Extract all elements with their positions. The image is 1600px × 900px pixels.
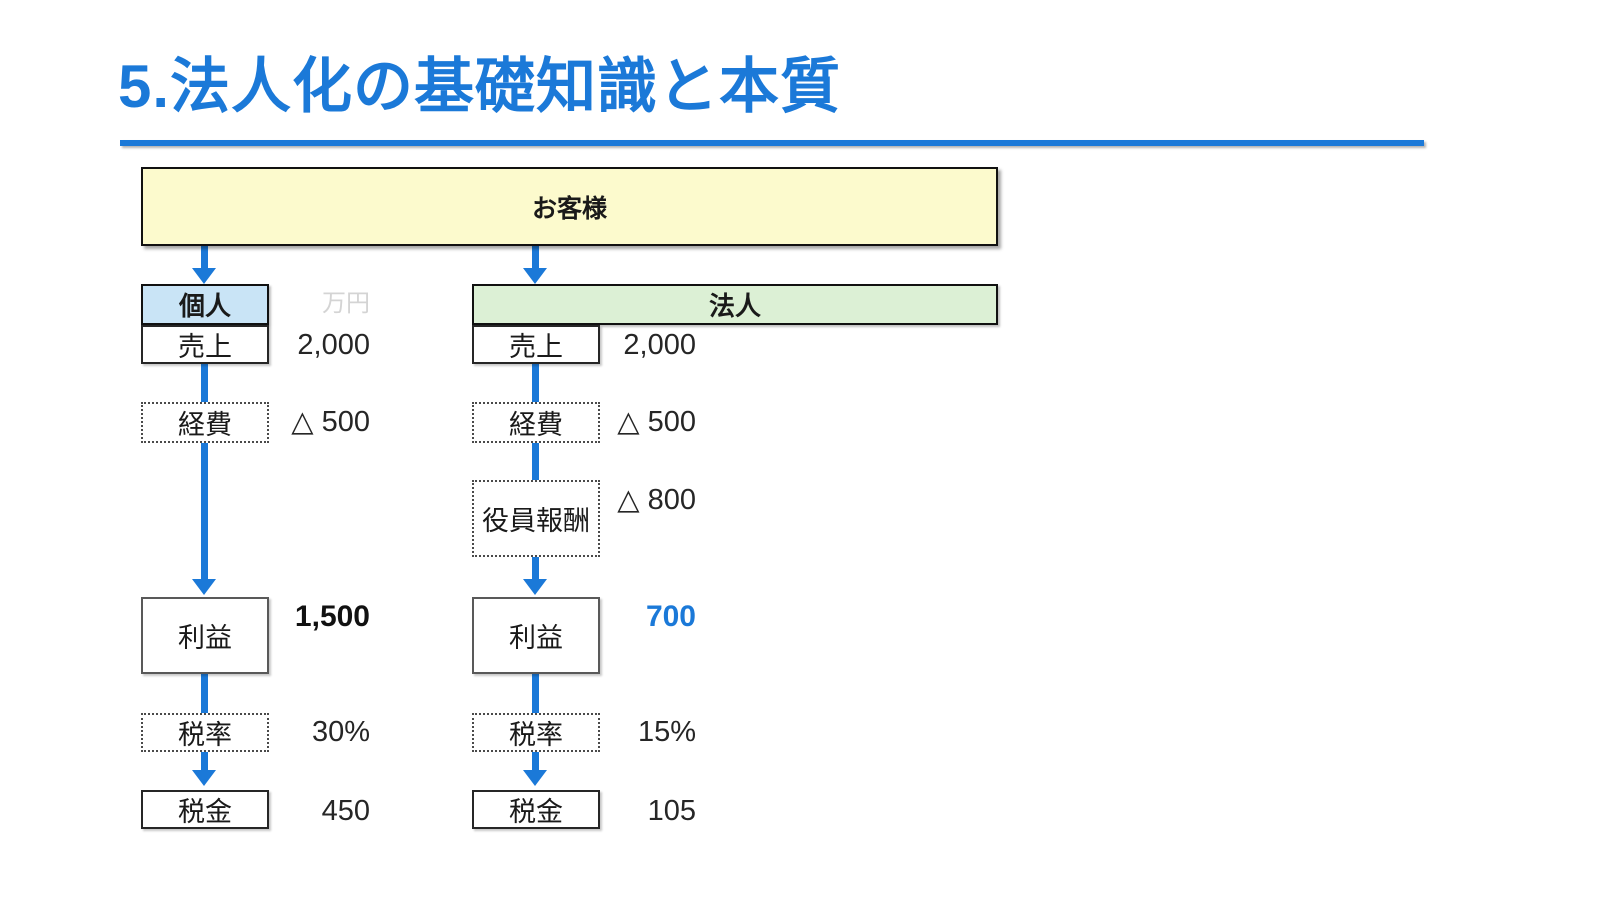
individual-header: 個人: [141, 284, 269, 325]
corporate-tax-rate-value: 15%: [637, 716, 696, 748]
arrow-corporate-sales-to-profit-line: [532, 364, 539, 580]
individual-header-label: 個人: [178, 291, 231, 321]
corporate-executive-compensation-box: 役員報酬: [472, 480, 600, 557]
individual-expenses-box: 経費: [141, 402, 269, 443]
arrow-customer-to-corporate-head-icon: [523, 268, 547, 284]
individual-tax-box: 税金: [141, 790, 269, 829]
arrow-customer-to-individual-line: [201, 246, 208, 270]
corporate-header: 法人: [472, 284, 998, 325]
corporate-expenses-value: △ 500: [617, 406, 696, 438]
customer-box: お客様: [141, 167, 998, 246]
corporate-tax-rate-box: 税率: [472, 713, 600, 752]
corporate-profit-label: 利益: [509, 623, 563, 653]
individual-expenses-label: 経費: [178, 410, 232, 440]
corporate-profit-value: 700: [645, 600, 696, 633]
corporate-tax-value: 105: [647, 795, 696, 827]
individual-sales-label: 売上: [178, 332, 232, 362]
arrow-customer-to-individual-head-icon: [192, 268, 216, 284]
arrow-corporate-sales-to-profit-head-icon: [523, 579, 547, 595]
individual-expenses-value: △ 500: [291, 406, 370, 438]
individual-sales-value: 2,000: [297, 329, 370, 361]
corporate-expenses-box: 経費: [472, 402, 600, 443]
individual-tax-value: 450: [321, 795, 370, 827]
corporate-profit-box: 利益: [472, 597, 600, 674]
corporate-sales-label: 売上: [509, 332, 563, 362]
corporate-expenses-label: 経費: [509, 410, 563, 440]
arrow-individual-profit-to-tax-head-icon: [192, 770, 216, 786]
unit-label: 万円: [322, 290, 370, 317]
arrow-individual-sales-to-profit-line: [201, 364, 208, 580]
individual-tax-label: 税金: [178, 797, 232, 827]
corporate-executive-compensation-value: △ 800: [617, 484, 696, 516]
arrow-individual-sales-to-profit-head-icon: [192, 579, 216, 595]
arrow-corporate-profit-to-tax-head-icon: [523, 770, 547, 786]
individual-profit-label: 利益: [178, 623, 232, 653]
individual-tax-rate-value: 30%: [311, 716, 370, 748]
corporate-sales-value: 2,000: [623, 329, 696, 361]
corporate-tax-box: 税金: [472, 790, 600, 829]
corporate-header-label: 法人: [708, 291, 761, 321]
corporate-tax-label: 税金: [509, 797, 563, 827]
individual-profit-box: 利益: [141, 597, 269, 674]
title-underline: [120, 140, 1424, 146]
individual-profit-value: 1,500: [294, 600, 370, 633]
individual-tax-rate-label: 税率: [178, 720, 232, 750]
individual-sales-box: 売上: [141, 325, 269, 364]
customer-label: お客様: [531, 194, 607, 223]
corporate-sales-box: 売上: [472, 325, 600, 364]
individual-tax-rate-box: 税率: [141, 713, 269, 752]
corporate-tax-rate-label: 税率: [509, 720, 563, 750]
slide-title: 5.法人化の基礎知識と本質: [118, 53, 842, 120]
arrow-customer-to-corporate-line: [532, 246, 539, 270]
corporate-executive-compensation-label: 役員報酬: [482, 506, 590, 536]
